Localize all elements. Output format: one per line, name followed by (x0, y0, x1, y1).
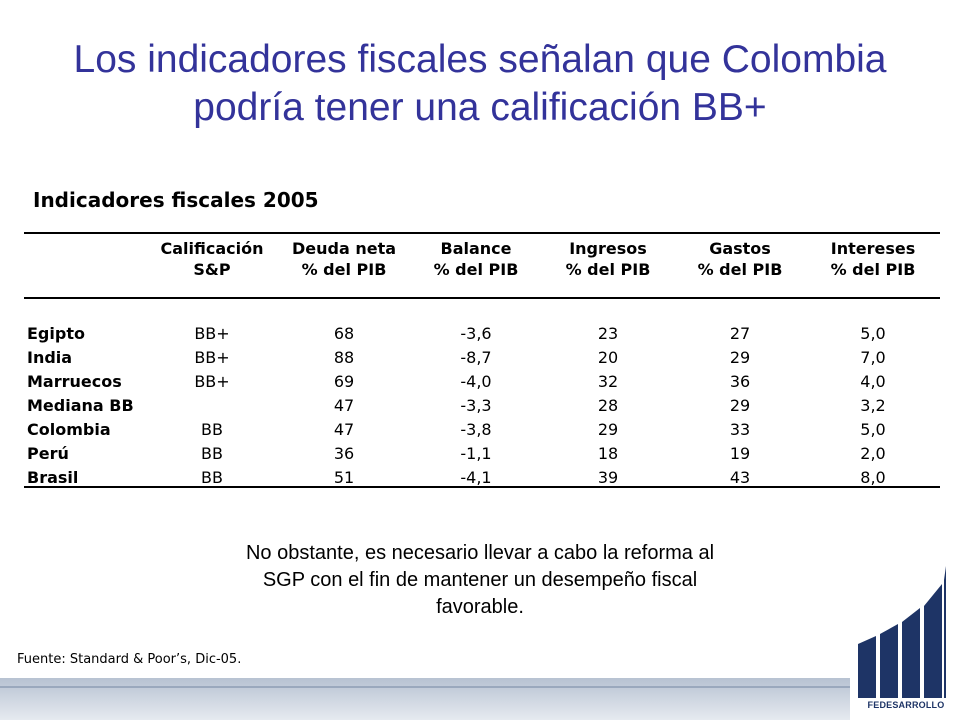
country-cell: Mediana BB (27, 396, 134, 415)
revenue-cell: 18 (597, 444, 619, 463)
expenditure-cell: 36 (729, 372, 751, 391)
table-row: Perú BB 36 -1,1 18 19 2,0 (24, 442, 940, 466)
expenditure-cell: 43 (729, 468, 751, 487)
table-header-row: Calificación S&P Deuda neta% del PIB Bala… (24, 236, 940, 298)
net-debt-cell: 88 (333, 348, 355, 367)
column-header-revenue: Ingresos% del PIB (565, 239, 651, 279)
country-cell: India (27, 348, 73, 367)
balance-cell: -3,8 (460, 420, 492, 439)
interest-cell: 5,0 (860, 420, 886, 439)
fiscal-indicators-table: Calificación S&P Deuda neta% del PIB Bala… (24, 236, 940, 490)
revenue-cell: 29 (597, 420, 619, 439)
table-row: Marruecos BB+ 69 -4,0 32 36 4,0 (24, 370, 940, 394)
balance-cell: -4,1 (460, 468, 492, 487)
note-line-1: No obstante, es necesario llevar a cabo … (245, 542, 715, 564)
balance-cell: -3,3 (460, 396, 492, 415)
note-line-2: SGP con el fin de mantener un desempeño … (262, 569, 698, 591)
column-header-expenditure: Gastos% del PIB (697, 239, 783, 279)
fedesarrollo-logo-icon (850, 556, 960, 720)
column-header-net-debt: Deuda neta% del PIB (291, 239, 397, 279)
table-row: Colombia BB 47 -3,8 29 33 5,0 (24, 418, 940, 442)
table-row: Brasil BB 51 -4,1 39 43 8,0 (24, 466, 940, 490)
rating-cell: BB+ (194, 324, 230, 343)
rating-cell (146, 394, 278, 418)
table-bottom-rule (24, 486, 940, 488)
balance-cell: -4,0 (460, 372, 492, 391)
slide-title-line-1: Los indicadores fiscales señalan que Col… (73, 38, 887, 81)
slide-title-line-2: podría tener una calificación BB+ (193, 86, 767, 129)
balance-cell: -1,1 (460, 444, 492, 463)
net-debt-cell: 51 (333, 468, 355, 487)
revenue-cell: 32 (597, 372, 619, 391)
interest-cell: 7,0 (860, 348, 886, 367)
revenue-cell: 20 (597, 348, 619, 367)
table-top-rule (24, 232, 940, 234)
country-cell: Brasil (27, 468, 79, 487)
rating-cell: BB+ (194, 348, 230, 367)
table-header-rule (24, 297, 940, 299)
column-header-rating: Calificación S&P (160, 239, 264, 279)
net-debt-cell: 68 (333, 324, 355, 343)
column-header-interest: Intereses% del PIB (830, 239, 916, 279)
expenditure-cell: 19 (729, 444, 751, 463)
interest-cell: 4,0 (860, 372, 886, 391)
country-cell: Marruecos (27, 372, 122, 391)
interest-cell: 2,0 (860, 444, 886, 463)
net-debt-cell: 36 (333, 444, 355, 463)
rating-cell: BB (201, 444, 223, 463)
interest-cell: 3,2 (860, 396, 886, 415)
rating-cell: BB (201, 420, 223, 439)
expenditure-cell: 29 (729, 348, 751, 367)
column-header-balance: Balance% del PIB (433, 239, 519, 279)
footer-line (0, 686, 960, 688)
country-cell: Colombia (27, 420, 111, 439)
table-row: Egipto BB+ 68 -3,6 23 27 5,0 (24, 322, 940, 346)
country-cell: Perú (27, 444, 69, 463)
logo-text: FEDESARROLLO (867, 700, 945, 710)
column-header-country (24, 236, 146, 298)
note-text: No obstante, es necesario llevar a cabo … (180, 540, 780, 621)
revenue-cell: 28 (597, 396, 619, 415)
country-cell: Egipto (27, 324, 85, 343)
interest-cell: 8,0 (860, 468, 886, 487)
table-row: Mediana BB 47 -3,3 28 29 3,2 (24, 394, 940, 418)
revenue-cell: 39 (597, 468, 619, 487)
net-debt-cell: 47 (333, 420, 355, 439)
expenditure-cell: 33 (729, 420, 751, 439)
balance-cell: -3,6 (460, 324, 492, 343)
expenditure-cell: 27 (729, 324, 751, 343)
note-line-3: favorable. (436, 596, 524, 618)
net-debt-cell: 69 (333, 372, 355, 391)
source-note: Fuente: Standard & Poor’s, Dic-05. (17, 652, 242, 667)
balance-cell: -8,7 (460, 348, 492, 367)
rating-cell: BB (201, 468, 223, 487)
expenditure-cell: 29 (729, 396, 751, 415)
net-debt-cell: 47 (333, 396, 355, 415)
table-row: India BB+ 88 -8,7 20 29 7,0 (24, 346, 940, 370)
table-caption: Indicadores fiscales 2005 (33, 188, 319, 212)
interest-cell: 5,0 (860, 324, 886, 343)
rating-cell: BB+ (194, 372, 230, 391)
footer-band (0, 678, 960, 720)
revenue-cell: 23 (597, 324, 619, 343)
slide-title: Los indicadores fiscales señalan que Col… (0, 36, 960, 132)
table-spacer-row (24, 298, 940, 322)
